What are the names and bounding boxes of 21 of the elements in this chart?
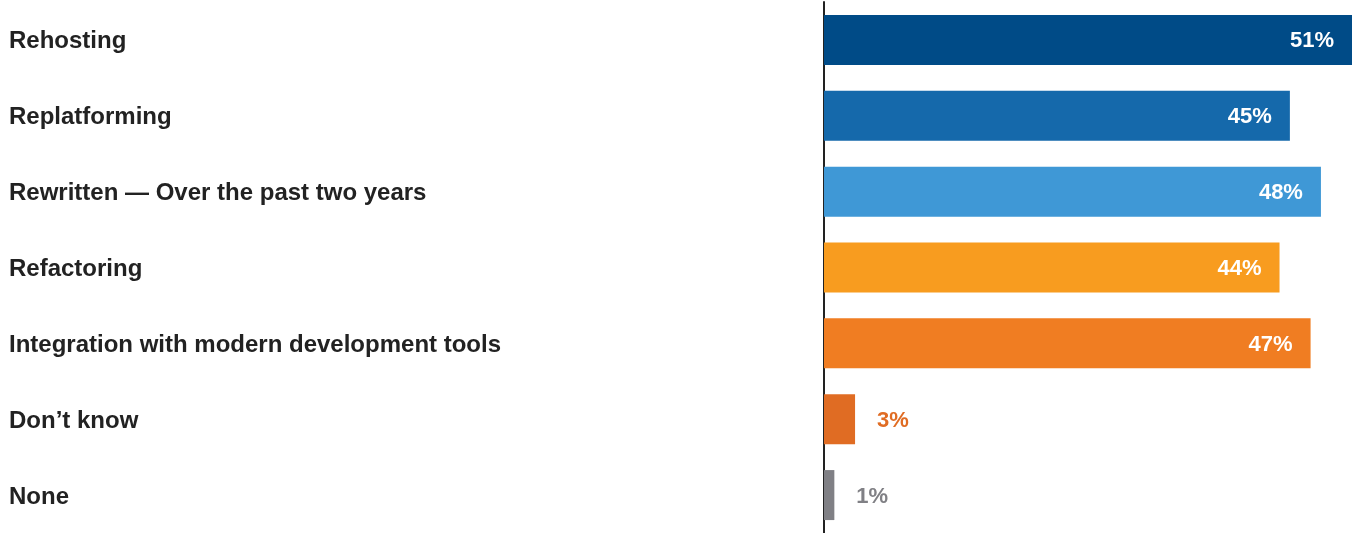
bar	[824, 394, 856, 445]
data-label: 45%	[1227, 103, 1272, 129]
bar	[824, 318, 1311, 369]
bar	[824, 242, 1280, 293]
bar	[824, 470, 835, 521]
bar	[824, 166, 1321, 217]
data-label: 47%	[1248, 330, 1293, 356]
data-label: 48%	[1258, 179, 1303, 205]
bar	[824, 90, 1290, 141]
data-label: 1%	[856, 482, 889, 508]
data-label: 44%	[1217, 255, 1262, 280]
data-label: 51%	[1289, 27, 1334, 53]
y-tick-label: Rewritten — Over the past two years	[9, 178, 427, 206]
y-tick-label: None	[9, 481, 69, 509]
y-tick-label: Integration with modern development tools	[9, 329, 502, 357]
y-tick-label: Refactoring	[9, 254, 143, 281]
bar	[824, 14, 1352, 65]
data-label: 3%	[877, 406, 909, 432]
y-tick-label: Don’t know	[9, 405, 139, 433]
y-tick-label: Replatforming	[9, 102, 172, 130]
y-tick-label: Rehosting	[9, 26, 127, 54]
